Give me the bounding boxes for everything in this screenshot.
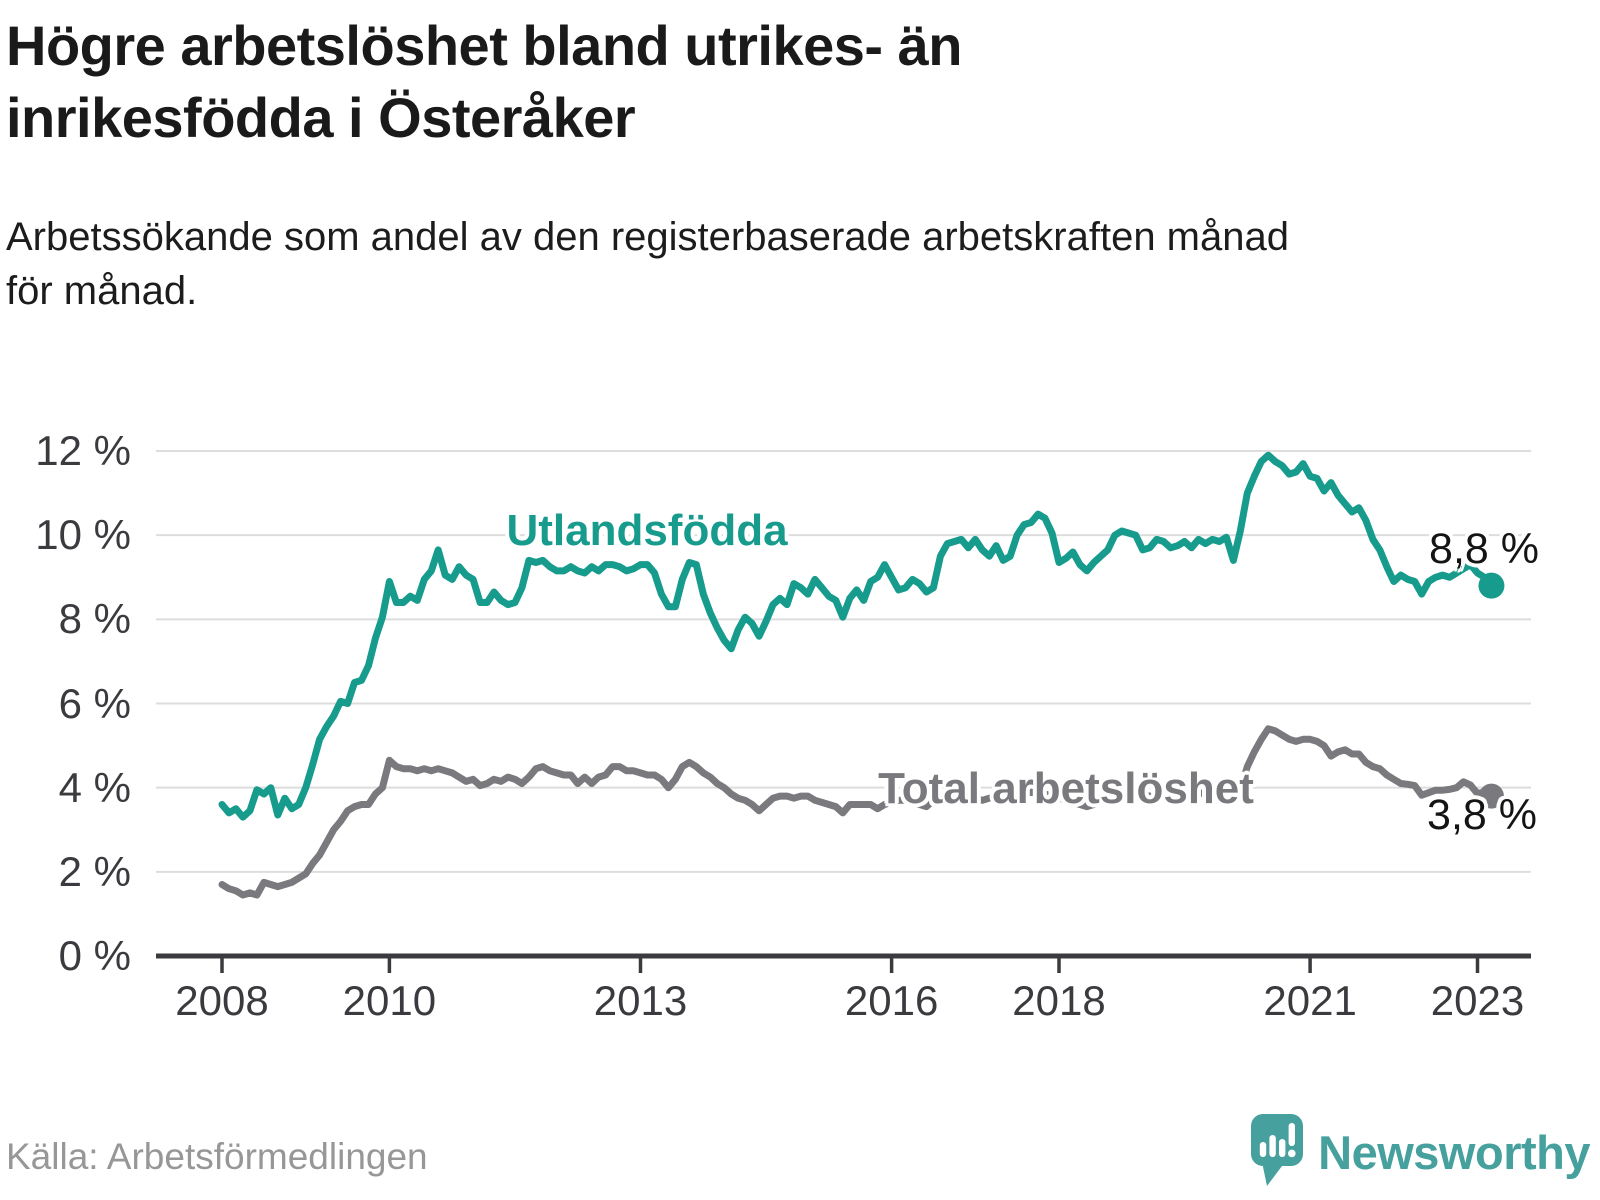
newsworthy-wordmark: Newsworthy — [1318, 1125, 1590, 1179]
y-tick-label: 2 % — [58, 847, 131, 895]
y-tick-label: 4 % — [58, 763, 131, 811]
x-tick-label: 2010 — [342, 977, 437, 1024]
x-tick-label: 2018 — [1012, 977, 1106, 1024]
chart-title: Högre arbetslöshet bland utrikes- än inr… — [6, 14, 962, 150]
chart-subtitle: Arbetssökande som andel av den registerb… — [6, 215, 1289, 313]
y-tick-label: 6 % — [58, 679, 131, 727]
source-note: Källa: Arbetsförmedlingen — [6, 1136, 428, 1177]
y-tick-label: 12 % — [35, 427, 131, 474]
x-tick-label: 2021 — [1263, 977, 1357, 1024]
newsworthy-icon — [1251, 1114, 1304, 1186]
x-tick-label: 2013 — [593, 977, 688, 1024]
x-tick-label: 2008 — [175, 977, 269, 1024]
x-tick-label: 2023 — [1430, 977, 1525, 1024]
end-value-label-utlandsfodda: 8,8 % — [1429, 525, 1539, 573]
y-tick-label: 8 % — [58, 595, 131, 643]
end-value-label-total: 3,8 % — [1427, 791, 1537, 839]
y-tick-label: 10 % — [35, 511, 131, 559]
x-tick-label: 2016 — [844, 977, 939, 1024]
y-tick-label: 0 % — [58, 932, 131, 979]
series-label-total-arbetsloshet: Total arbetslöshet — [878, 764, 1254, 813]
newsworthy-logo: Newsworthy — [1250, 1112, 1590, 1192]
series-label-utlandsfodda: Utlandsfödda — [506, 506, 788, 555]
